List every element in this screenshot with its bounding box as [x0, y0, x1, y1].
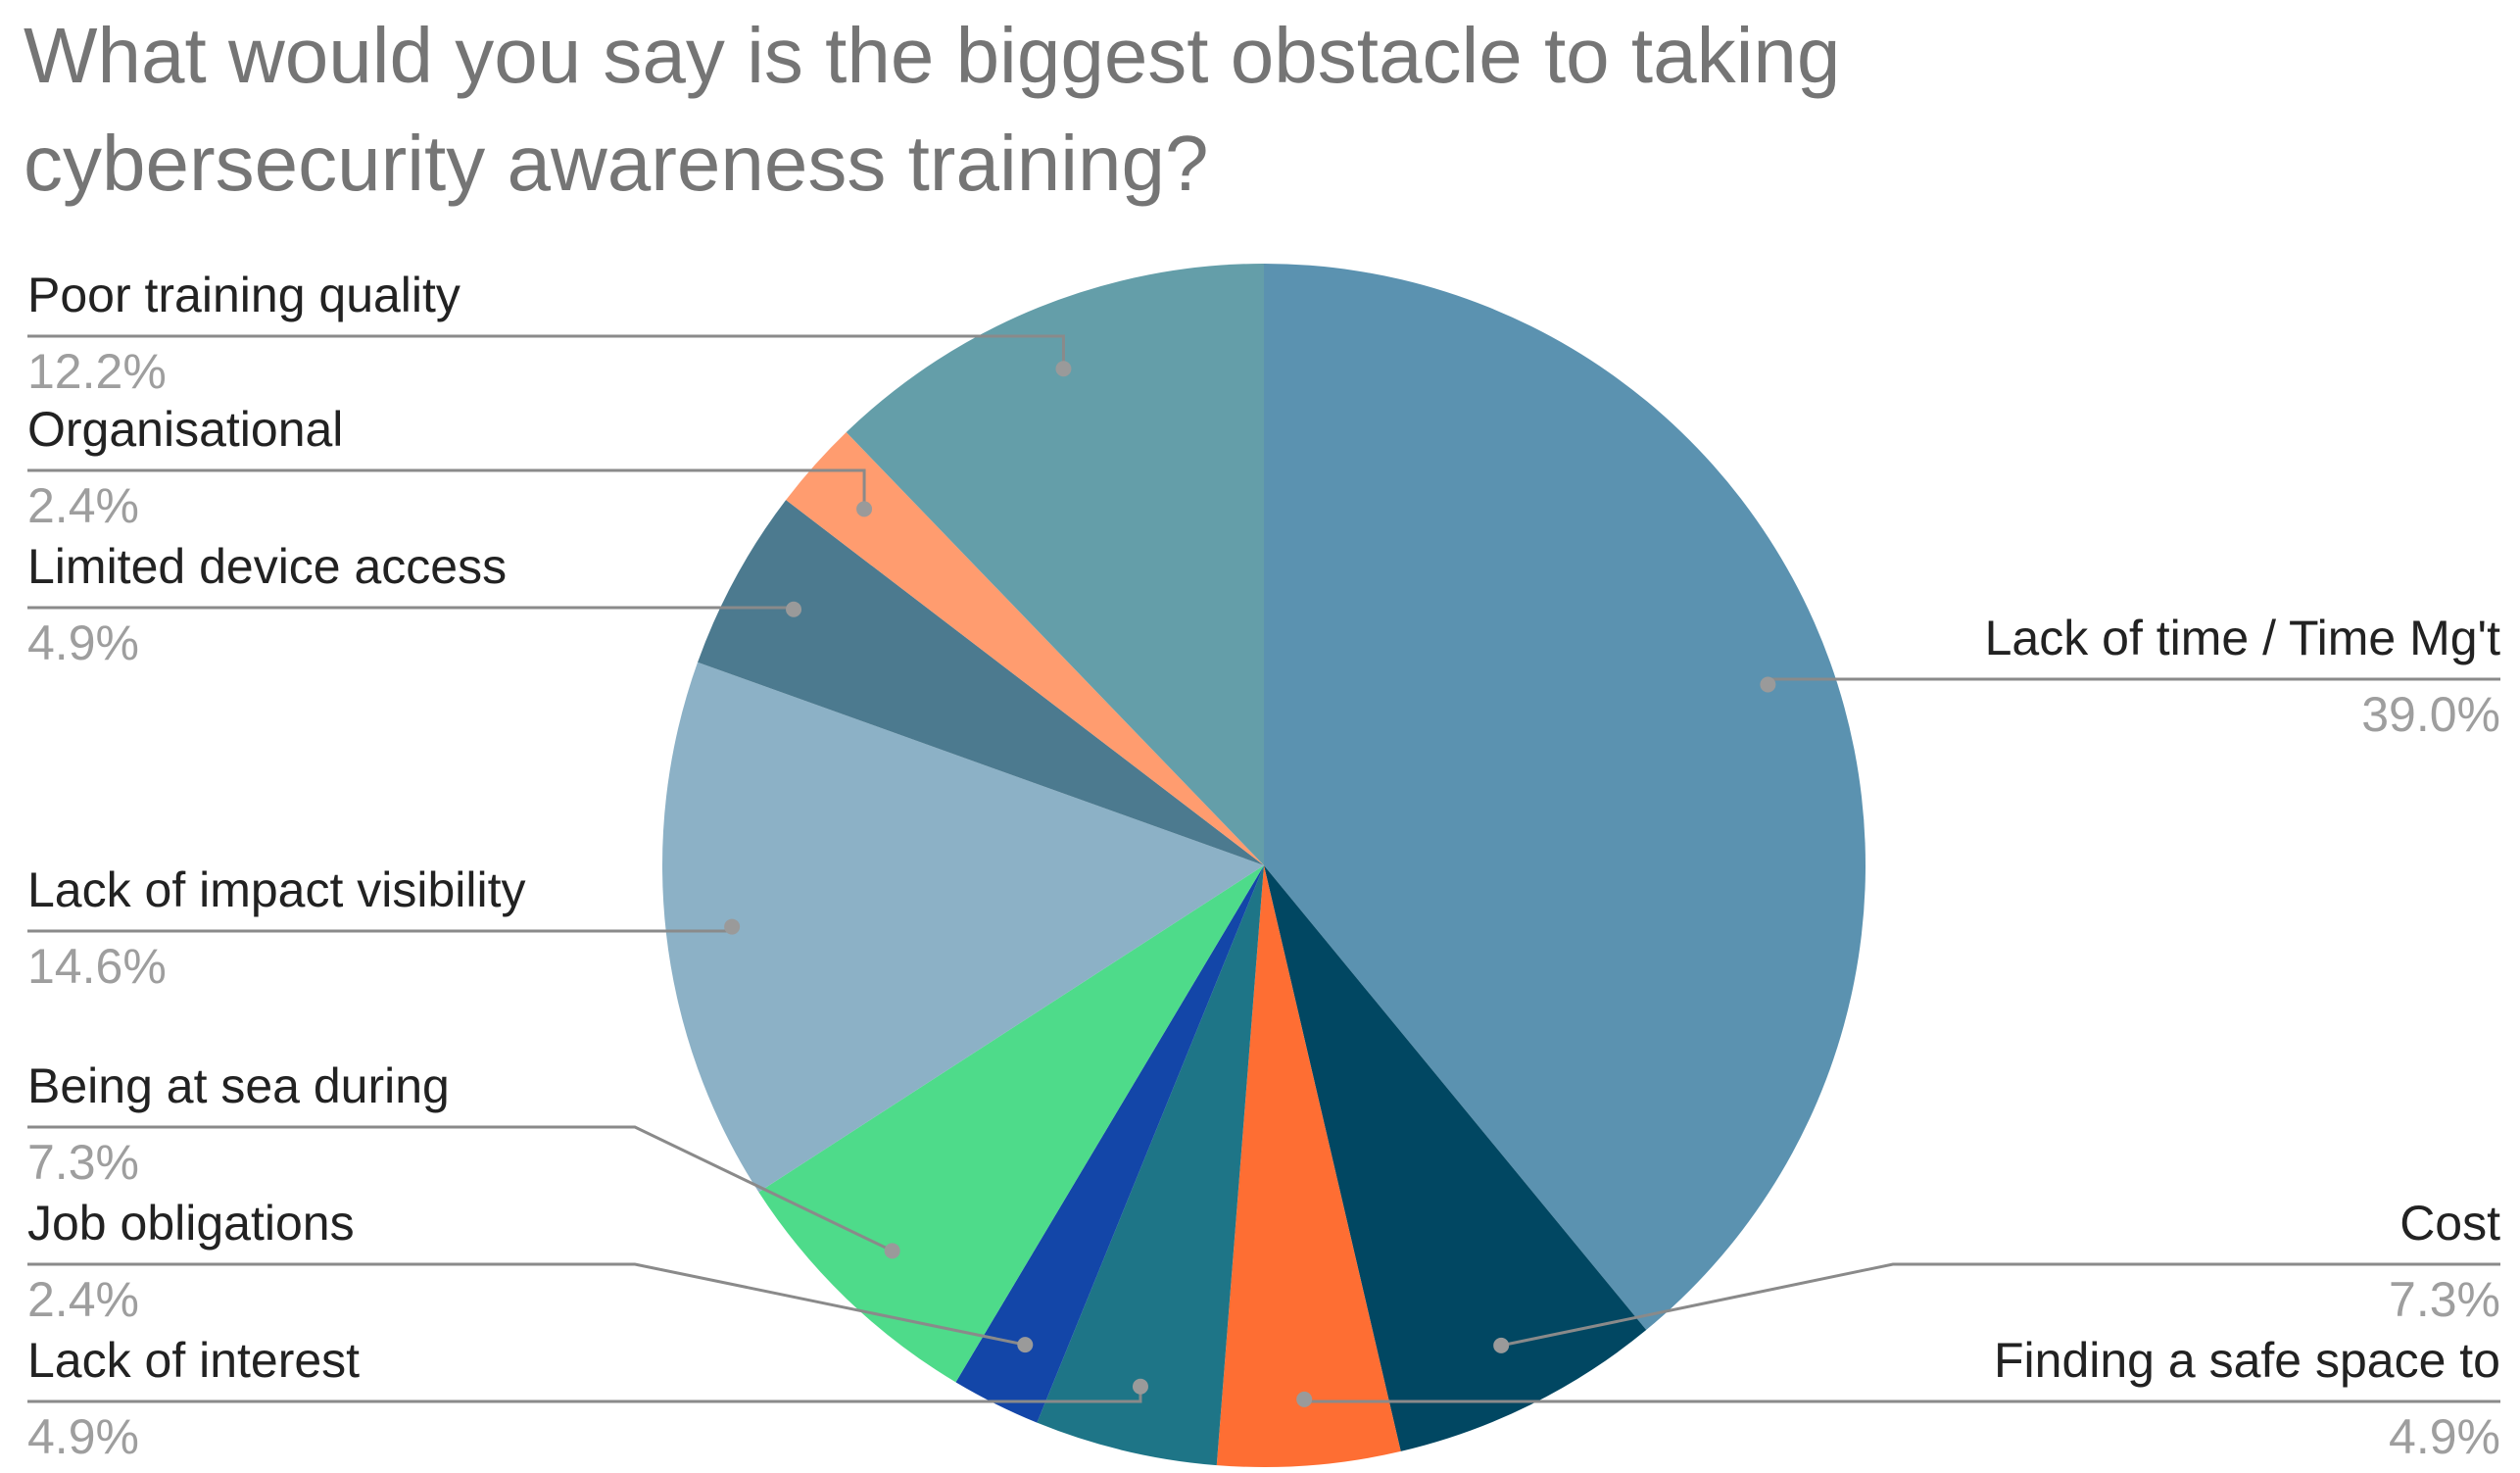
- leader-line-lack-of-impact-visibility: [27, 926, 734, 933]
- leader-line-limited-device-access: [27, 606, 796, 610]
- leader-line-cost: [1500, 1262, 2500, 1348]
- slice-label-being-at-sea-during: Being at sea during: [27, 1058, 450, 1113]
- slice-percent-job-obligations: 2.4%: [27, 1272, 139, 1327]
- leader-anchor-dot: [1017, 1337, 1034, 1353]
- pie-slice-cost: [1264, 865, 1647, 1451]
- slice-percent-being-at-sea-during: 7.3%: [27, 1135, 139, 1190]
- leader-anchor-dot: [724, 918, 741, 935]
- pie-slice-finding-a-safe-space-to: [1216, 865, 1401, 1467]
- slice-label-lack-of-interest: Lack of interest: [27, 1333, 360, 1388]
- leader-anchor-dot: [1760, 676, 1776, 693]
- leader-line-being-at-sea-during: [27, 1125, 894, 1252]
- slice-label-lack-of-time-time-mg-t: Lack of time / Time Mg't: [1985, 611, 2500, 665]
- leader-lines: [27, 334, 2500, 1407]
- leader-line-poor-training-quality: [27, 334, 1065, 369]
- slice-label-cost: Cost: [2399, 1196, 2500, 1251]
- slice-percent-lack-of-time-time-mg-t: 39.0%: [2361, 687, 2500, 742]
- slice-percent-lack-of-impact-visibility: 14.6%: [27, 939, 167, 994]
- slice-percent-organisational: 2.4%: [27, 478, 139, 533]
- leader-line-organisational: [27, 468, 866, 510]
- leader-anchor-dot: [884, 1243, 900, 1259]
- pie-slice-lack-of-interest: [1037, 865, 1264, 1466]
- leader-anchor-dot: [1132, 1378, 1148, 1395]
- pie-slice-job-obligations: [955, 865, 1264, 1423]
- leader-line-job-obligations: [27, 1262, 1026, 1347]
- slice-label-finding-a-safe-space-to: Finding a safe space to: [1994, 1333, 2500, 1388]
- leader-anchor-dot: [856, 501, 873, 517]
- slice-percent-lack-of-interest: 4.9%: [27, 1409, 139, 1464]
- pie-slice-limited-device-access: [698, 500, 1264, 865]
- slice-percent-cost: 7.3%: [2389, 1272, 2500, 1327]
- leader-anchor-dot: [1055, 361, 1072, 377]
- slice-percent-finding-a-safe-space-to: 4.9%: [2389, 1409, 2500, 1464]
- leader-anchor-dot: [1493, 1337, 1510, 1353]
- pie-slice-organisational: [786, 432, 1264, 865]
- slice-label-poor-training-quality: Poor training quality: [27, 268, 460, 322]
- slice-labels: Lack of time / Time Mg't 39.0% Cost 7.3% Fin…: [27, 268, 2500, 1464]
- leader-anchor-dot: [786, 601, 802, 617]
- pie-slice-lack-of-impact-visibility: [662, 662, 1264, 1193]
- leader-line-lack-of-time-time-mg-t: [1766, 677, 2500, 685]
- slice-label-organisational: Organisational: [27, 402, 343, 457]
- slice-label-limited-device-access: Limited device access: [27, 539, 507, 594]
- slice-label-job-obligations: Job obligations: [27, 1196, 355, 1251]
- chart-title-line-1: What would you say is the biggest obstac…: [24, 12, 1840, 99]
- pie-slice-lack-of-time-time-mg-t: [1264, 264, 1866, 1331]
- slice-percent-limited-device-access: 4.9%: [27, 615, 139, 670]
- slice-percent-poor-training-quality: 12.2%: [27, 344, 167, 399]
- pie-slices: [662, 264, 1866, 1467]
- leader-anchor-dot: [1296, 1391, 1313, 1407]
- slice-label-lack-of-impact-visibility: Lack of impact visibility: [27, 862, 526, 917]
- chart-title: What would you say is the biggest obstac…: [24, 12, 1840, 207]
- pie-slice-poor-training-quality: [846, 264, 1264, 865]
- chart-title-line-2: cybersecurity awareness training?: [24, 120, 1208, 207]
